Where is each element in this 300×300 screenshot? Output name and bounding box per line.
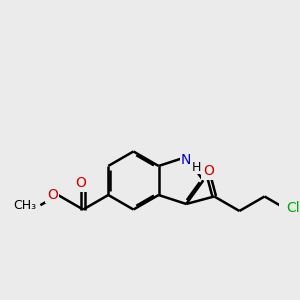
Text: CH₃: CH₃ [13, 199, 36, 212]
Text: O: O [203, 164, 214, 178]
Text: O: O [47, 188, 58, 202]
Text: N: N [181, 153, 191, 167]
Text: O: O [75, 176, 86, 190]
Text: H: H [192, 161, 201, 174]
Text: Cl: Cl [286, 201, 299, 215]
